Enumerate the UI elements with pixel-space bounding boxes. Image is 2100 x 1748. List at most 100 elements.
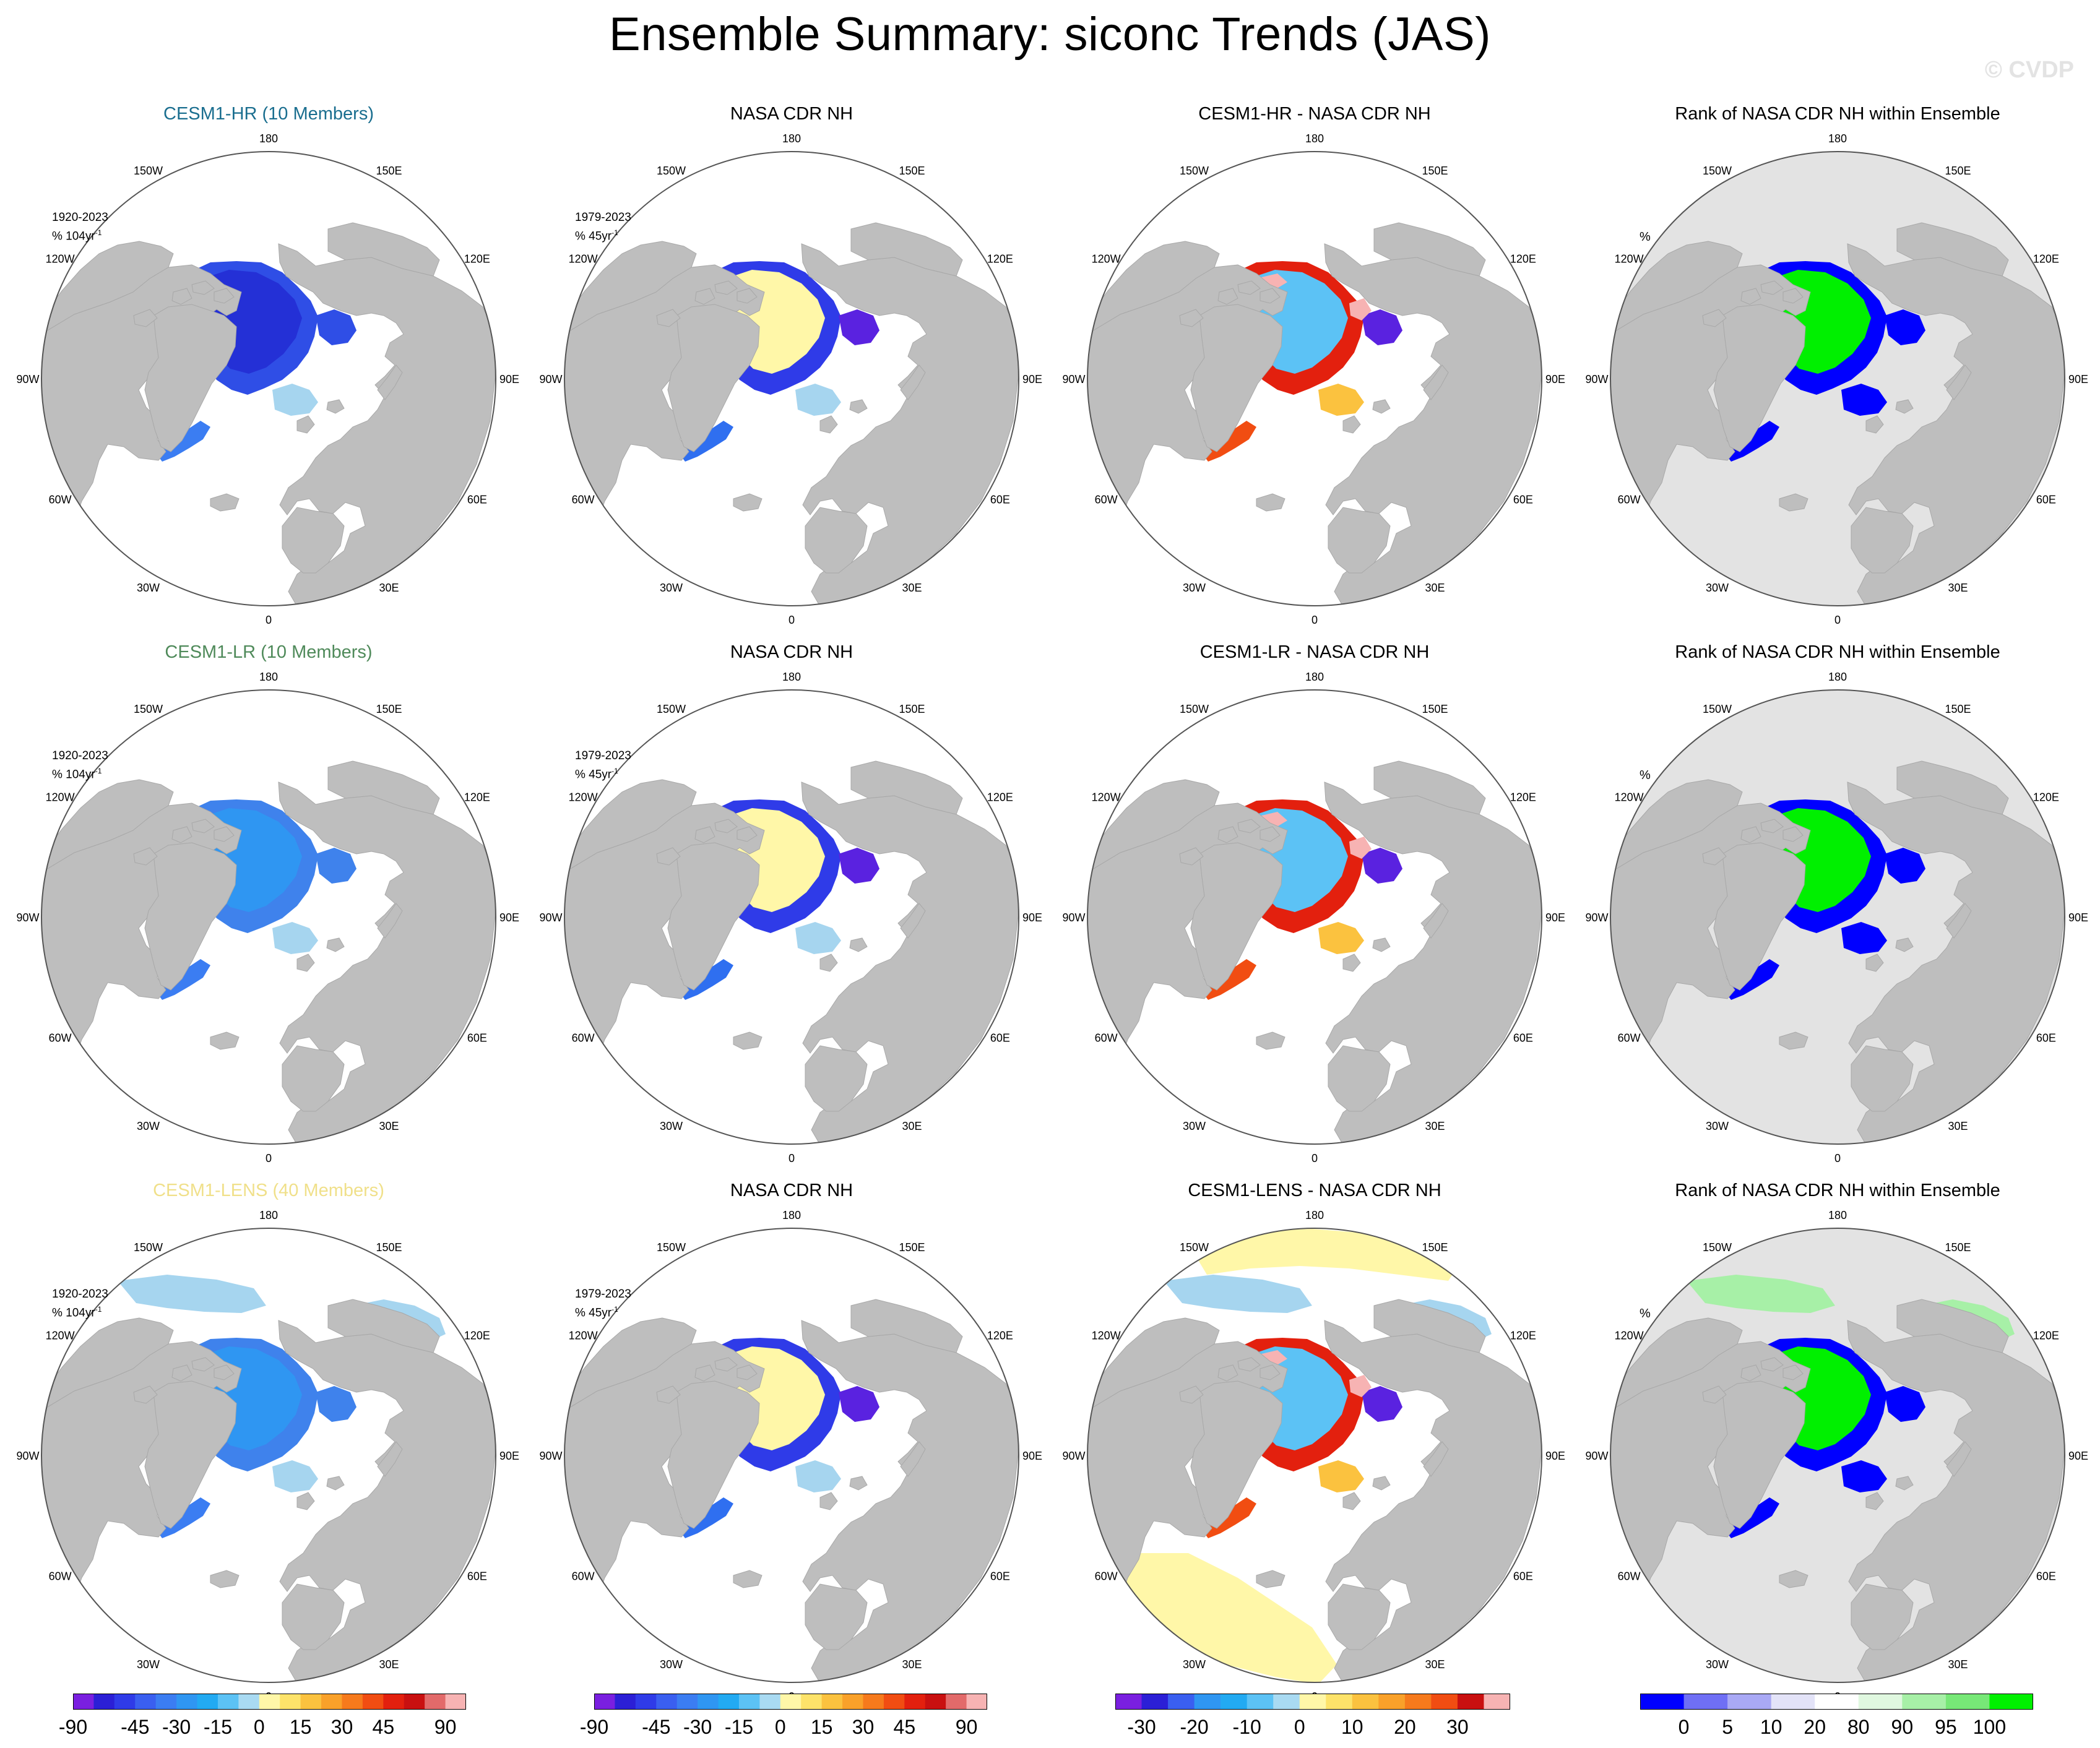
longitude-label: 150W <box>134 1241 163 1254</box>
colorbar-swatch <box>217 1694 239 1710</box>
land-mass <box>737 826 758 842</box>
colorbar-tick-label: -10 <box>1232 1716 1261 1738</box>
panel-obs-row2: NASA CDR NH 180 150E 120E 90E 60E 30E 0 30W 60W 90… <box>529 625 1054 1163</box>
longitude-label: 60E <box>1513 494 1533 506</box>
polar-map: 180 150E 120E 90E 60E 30E 0 30W 60W 90W 120W 150W <box>539 671 1042 1163</box>
land-mass <box>1328 507 1391 574</box>
longitude-label: 30E <box>379 582 399 594</box>
ice-bering-region <box>1164 1275 1312 1313</box>
land-mass <box>656 1385 681 1404</box>
land-mass <box>1179 1385 1204 1404</box>
land-mass <box>1256 1570 1285 1588</box>
panel-title: Rank of NASA CDR NH within Ensemble <box>1675 104 2000 124</box>
land-mass <box>1610 1317 1743 1418</box>
polar-map: 180 150E 120E 90E 60E 30E 0 30W 60W 90W 120W 150W <box>1062 671 1565 1163</box>
longitude-label: 150W <box>657 1241 686 1254</box>
land-mass <box>1946 1441 1972 1477</box>
land-mass <box>327 760 440 815</box>
ice-kara-region <box>316 848 356 884</box>
longitude-label: 120E <box>987 1330 1013 1342</box>
longitude-label: 60E <box>467 1570 487 1583</box>
map-border <box>41 151 496 606</box>
land-mass <box>1237 280 1261 295</box>
ice-channel-region <box>1201 959 1256 1000</box>
land-mass <box>714 280 738 295</box>
panel-title: CESM1-HR - NASA CDR NH <box>1198 104 1431 124</box>
land-mass <box>1373 760 1486 815</box>
ice-channel-region <box>1724 1497 1779 1538</box>
land-mass <box>296 954 315 972</box>
colorbar-swatch <box>114 1694 136 1710</box>
longitude-label: 30W <box>137 1658 160 1671</box>
land-mass <box>733 1570 763 1588</box>
colorbar-swatch <box>780 1694 802 1710</box>
ice-kara-region <box>1362 309 1402 345</box>
colorbar-swatch <box>759 1694 781 1710</box>
colorbar-swatch <box>1115 1694 1143 1710</box>
longitude-label: 120W <box>1615 791 1644 804</box>
land-mass <box>694 826 715 843</box>
panel-title: CESM1-HR (10 Members) <box>163 104 374 124</box>
land-mass <box>133 847 158 866</box>
colorbar-swatch <box>1989 1694 2033 1710</box>
longitude-label: 150W <box>134 165 163 177</box>
land-mass <box>41 1317 174 1418</box>
colorbar-swatch <box>342 1694 363 1710</box>
land-mass <box>144 842 237 991</box>
longitude-label: 180 <box>259 671 278 683</box>
colorbar-tick-label: 0 <box>1294 1716 1305 1738</box>
longitude-label: 120E <box>1510 791 1536 804</box>
ice-positive-patch <box>1349 837 1372 859</box>
period-info: 1920-2023 % 104yr-1 <box>52 1287 108 1320</box>
longitude-label: 0 <box>1834 614 1841 625</box>
colorbar-tick-label: -30 <box>1127 1716 1156 1738</box>
land-mass <box>133 1385 158 1404</box>
colorbar-swatch <box>698 1694 719 1710</box>
longitude-label: 120W <box>1092 253 1121 265</box>
colorbar-swatch <box>925 1694 946 1710</box>
colorbar-swatch <box>280 1694 301 1710</box>
longitude-label: 90E <box>1545 373 1565 385</box>
longitude-label: 60W <box>49 1570 72 1583</box>
period-label: 1979-2023 <box>575 211 631 224</box>
ice-kara-region <box>1885 848 1925 884</box>
panel-title: Rank of NASA CDR NH within Ensemble <box>1675 642 2000 662</box>
longitude-label: 90W <box>1585 1450 1608 1462</box>
panel-title: NASA CDR NH <box>730 104 853 124</box>
longitude-label: 0 <box>1834 1152 1841 1163</box>
land-mass <box>41 779 174 880</box>
land-mass <box>1895 399 1914 414</box>
land-mass <box>326 937 345 952</box>
colorbar-swatch <box>1168 1694 1195 1710</box>
ice-barents-region <box>272 1460 318 1492</box>
colorbar-tick-label: 100 <box>1973 1716 2007 1738</box>
longitude-label: 120W <box>569 1330 598 1342</box>
longitude-label: 90W <box>539 911 562 924</box>
longitude-label: 90E <box>2068 911 2088 924</box>
panel-model-row2: CESM1-LR (10 Members) 180 150E 120E 90E 60E 30… <box>6 625 531 1163</box>
map-border <box>1610 1228 2065 1683</box>
land-mass <box>191 1357 215 1372</box>
ice-barents-region <box>1841 1460 1887 1492</box>
colorbar-swatch <box>946 1694 967 1710</box>
units-label: % 104yr-1 <box>52 1305 102 1320</box>
longitude-label: 30E <box>379 1120 399 1132</box>
longitude-label: 150W <box>657 165 686 177</box>
land-mass <box>1779 1570 1808 1588</box>
longitude-label: 30E <box>902 582 922 594</box>
longitude-label: 150E <box>1945 165 1971 177</box>
units-label: % 45yr-1 <box>575 228 618 243</box>
longitude-label: 150E <box>1422 165 1448 177</box>
land-mass <box>1760 819 1784 833</box>
colorbar-difference: -30 -20 -10 0 10 20 30 <box>1115 1694 1510 1743</box>
ice-channel-region <box>1724 959 1779 1000</box>
land-mass <box>210 493 240 512</box>
ice-kara-region <box>1362 848 1402 884</box>
land-mass <box>1256 1031 1285 1050</box>
longitude-label: 120W <box>1615 253 1644 265</box>
land-mass <box>805 1583 868 1650</box>
map-border <box>41 689 496 1145</box>
panel-model-row3: CESM1-LENS (40 Members) 180 150E 120E 90E 60E… <box>6 1163 531 1702</box>
period-info: 1979-2023 % 45yr-1 <box>575 749 631 782</box>
colorbar-swatch <box>842 1694 863 1710</box>
